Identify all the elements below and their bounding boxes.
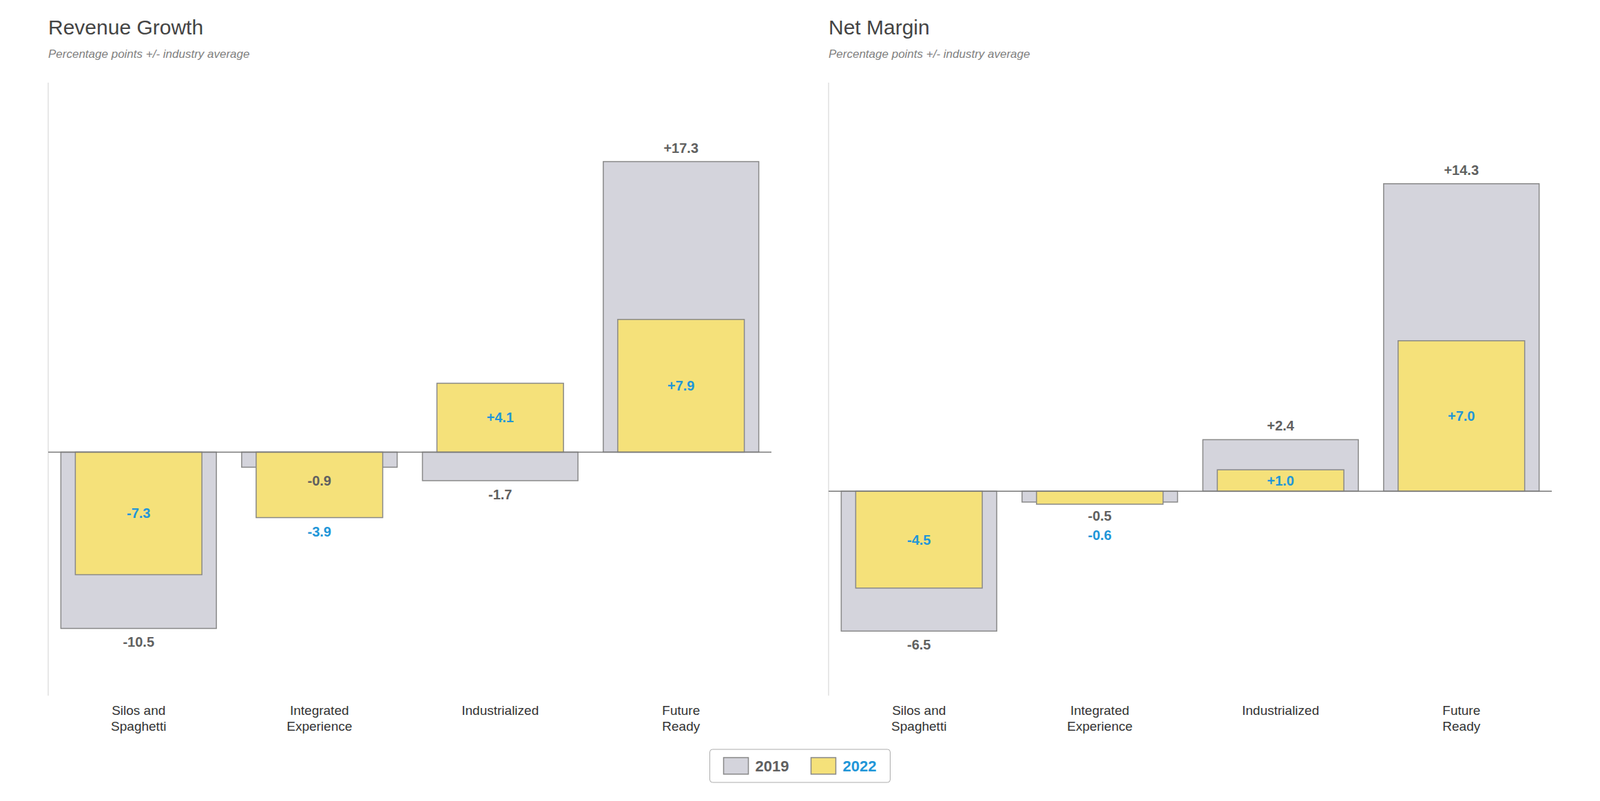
category-label-line: Ready: [1442, 719, 1481, 734]
data-label: -0.6: [1088, 527, 1112, 543]
data-label: +14.3: [1443, 162, 1479, 178]
data-label: +17.3: [663, 140, 699, 156]
data-label: -0.5: [1088, 508, 1112, 524]
y-axis: [828, 82, 830, 696]
category-label-line: Industrialized: [1241, 703, 1319, 718]
data-label: +7.0: [1447, 408, 1475, 424]
bar: [1202, 439, 1359, 492]
background: [0, 0, 1600, 801]
bar: [603, 161, 760, 453]
subtitle: Percentage points +/- industry average: [48, 47, 250, 61]
data-label: -0.9: [307, 473, 332, 489]
category-label-line: Future: [1442, 703, 1481, 718]
bars: [840, 183, 1539, 632]
panel: Revenue Growth Percentage points +/- indu…: [48, 15, 772, 734]
bar: [60, 451, 217, 629]
category-label: Industrialized: [461, 703, 539, 718]
title: Net Margin: [828, 15, 930, 39]
baseline: [828, 491, 1552, 493]
baseline: [48, 451, 772, 454]
data-label: -6.5: [907, 637, 931, 653]
bar: [1383, 183, 1540, 492]
legend-label: 2022: [843, 757, 877, 775]
category-label-line: Experience: [286, 719, 352, 734]
data-label: -7.3: [126, 505, 151, 521]
panel: Net Margin Percentage points +/- industry…: [828, 15, 1552, 734]
data-label: +7.9: [667, 378, 695, 394]
bar: [855, 491, 983, 589]
bar: [256, 451, 383, 518]
category-label-line: Ready: [661, 719, 700, 734]
subtitle: Percentage points +/- industry average: [828, 47, 1030, 61]
bar: [436, 382, 564, 452]
bar: [617, 319, 745, 453]
y-axis: [48, 82, 49, 696]
legend: 2019 2022: [710, 749, 891, 783]
data-label: +1.0: [1267, 473, 1295, 489]
legend-swatch: [723, 757, 749, 775]
category-label-line: Future: [661, 703, 700, 718]
bar: [1036, 491, 1164, 505]
data-labels: -10.5 -7.3 -0.9 -3.9 -1.7 +4.1 +17.3 +7.9: [122, 140, 699, 651]
category-label-line: Spaghetti: [110, 719, 166, 734]
data-labels: -6.5 -4.5 -0.5 -0.6 +2.4 +1.0 +14.3 +7.0: [907, 162, 1479, 653]
category-label-line: Spaghetti: [891, 719, 947, 734]
category-label-line: Industrialized: [461, 703, 539, 718]
chart-root: Revenue Growth Percentage points +/- indu…: [0, 0, 1600, 801]
category-label: IntegratedExperience: [1066, 703, 1133, 734]
category-label: Industrialized: [1241, 703, 1319, 718]
category-label-line: Integrated: [289, 703, 350, 718]
data-label: -10.5: [122, 634, 155, 650]
data-label: +2.4: [1267, 418, 1295, 434]
bar: [75, 451, 202, 575]
category-label-line: Silos and: [891, 703, 946, 718]
bar: [1398, 340, 1525, 492]
category-label-line: Silos and: [111, 703, 166, 718]
category-label: Silos andSpaghetti: [891, 703, 947, 734]
category-label-line: Experience: [1066, 719, 1133, 734]
bars: [60, 161, 759, 629]
bar: [840, 491, 997, 631]
data-label: -4.5: [907, 532, 931, 548]
bar: [1217, 469, 1344, 492]
legend-swatch: [811, 757, 837, 775]
category-label: Silos andSpaghetti: [110, 703, 166, 734]
category-label: FutureReady: [661, 703, 700, 734]
data-label: -3.9: [307, 524, 332, 540]
category-label-line: Integrated: [1070, 703, 1130, 718]
category-label: IntegratedExperience: [286, 703, 352, 734]
bar: [422, 451, 578, 481]
data-label: -1.7: [488, 486, 512, 503]
title: Revenue Growth: [48, 15, 204, 39]
legend-label: 2019: [755, 757, 790, 775]
data-label: +4.1: [486, 409, 514, 425]
legend-frame: [710, 749, 891, 783]
category-label: FutureReady: [1442, 703, 1481, 734]
